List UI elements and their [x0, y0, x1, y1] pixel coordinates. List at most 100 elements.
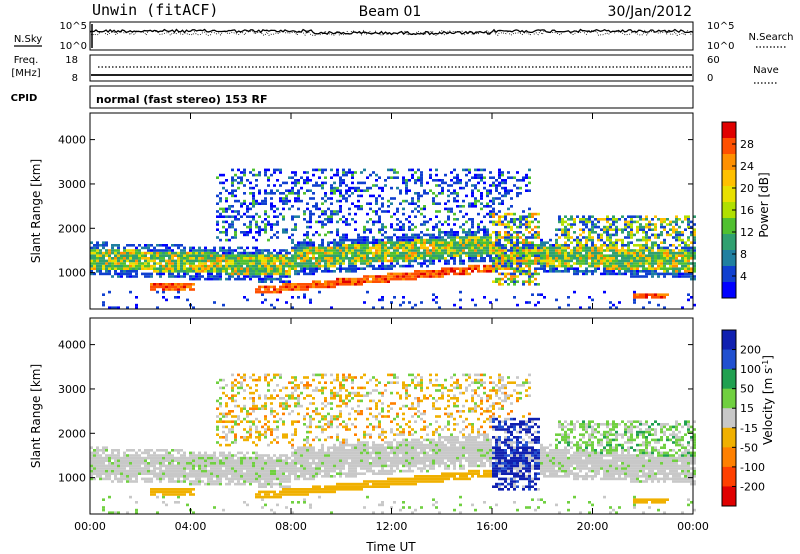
power-cell [309, 298, 312, 302]
power-cell [690, 254, 693, 257]
power-cell [459, 179, 462, 182]
velocity-cell [234, 464, 237, 468]
power-cell [381, 280, 384, 283]
power-cell [216, 210, 219, 213]
power-cell [453, 236, 456, 239]
power-cell [597, 238, 600, 242]
power-cell [381, 238, 384, 242]
velocity-cell [162, 490, 165, 494]
velocity-cell [258, 454, 261, 457]
velocity-cell [192, 467, 195, 470]
velocity-cell [249, 407, 252, 410]
power-cell [366, 244, 369, 247]
power-cell [489, 251, 492, 255]
velocity-cell [246, 415, 249, 418]
power-cell [441, 179, 444, 182]
power-cell [549, 246, 552, 250]
power-cell [597, 236, 600, 239]
power-cell [312, 233, 315, 237]
power-cell [330, 251, 333, 255]
power-cell [195, 264, 198, 268]
power-cell [504, 223, 507, 226]
power-cell [654, 228, 657, 231]
velocity-cell [189, 459, 192, 462]
power-cell [555, 254, 558, 257]
velocity-cell [126, 454, 129, 457]
power-cell [486, 249, 489, 252]
power-cell [330, 264, 333, 268]
power-cell [426, 228, 429, 231]
power-cell [303, 251, 306, 255]
power-cell [594, 254, 597, 257]
power-cell [330, 231, 333, 234]
power-cell [495, 270, 498, 273]
power-cell [288, 272, 291, 276]
velocity-cell [231, 441, 234, 444]
velocity-cell [219, 378, 222, 382]
power-cell [246, 259, 249, 263]
power-cell [654, 241, 657, 244]
power-cell [324, 264, 327, 268]
power-cell [168, 267, 171, 270]
power-cell [237, 186, 240, 190]
power-cell [495, 262, 498, 265]
velocity-cell [129, 467, 132, 470]
power-cell [309, 179, 312, 182]
power-cell [645, 293, 648, 296]
power-cell [597, 257, 600, 260]
power-cell [567, 244, 570, 247]
power-cell [639, 249, 642, 252]
power-cell [441, 244, 444, 247]
power-cell [252, 251, 255, 255]
velocity-cell [243, 378, 246, 382]
velocity-cell [162, 469, 165, 473]
velocity-cell [180, 488, 183, 491]
velocity-cell [162, 493, 165, 496]
power-cell [171, 272, 174, 276]
power-colorbar-swatch-2 [722, 154, 736, 171]
power-cell [210, 259, 213, 263]
power-cell [363, 241, 366, 244]
velocity-cell [183, 469, 186, 473]
power-cell [663, 220, 666, 224]
power-cell [246, 231, 249, 234]
power-cell [204, 246, 207, 250]
power-cell [363, 277, 366, 281]
power-cell [462, 228, 465, 231]
power-cell [291, 238, 294, 242]
velocity-cell [135, 459, 138, 462]
power-cell [330, 285, 333, 289]
power-cell [519, 220, 522, 224]
power-cell [369, 246, 372, 250]
power-cell [579, 306, 582, 309]
power-cell [621, 244, 624, 247]
power-cell [420, 179, 423, 182]
velocity-cell [222, 464, 225, 468]
velocity-cell [159, 456, 162, 460]
velocity-cell [102, 477, 105, 481]
power-cell [132, 270, 135, 273]
power-cell [327, 270, 330, 273]
power-cell [408, 277, 411, 281]
power-cell [522, 244, 525, 247]
power-cell [276, 259, 279, 263]
power-cell [435, 270, 438, 273]
velocity-cell [240, 381, 243, 384]
velocity-cell [240, 451, 243, 455]
power-cell [381, 257, 384, 260]
velocity-cell [189, 488, 192, 491]
power-cell [471, 189, 474, 192]
power-cell [360, 241, 363, 244]
velocity-cell [270, 430, 273, 434]
power-cell [606, 246, 609, 250]
power-cell [480, 179, 483, 182]
power-cell [264, 270, 267, 273]
power-cell [627, 223, 630, 226]
velocity-cell [258, 493, 261, 496]
power-cell [447, 244, 450, 247]
freq-left-tick-top: 18 [65, 55, 78, 66]
power-cell [339, 246, 342, 250]
velocity-cell [228, 410, 231, 413]
power-cell [333, 249, 336, 252]
power-cell [159, 283, 162, 286]
